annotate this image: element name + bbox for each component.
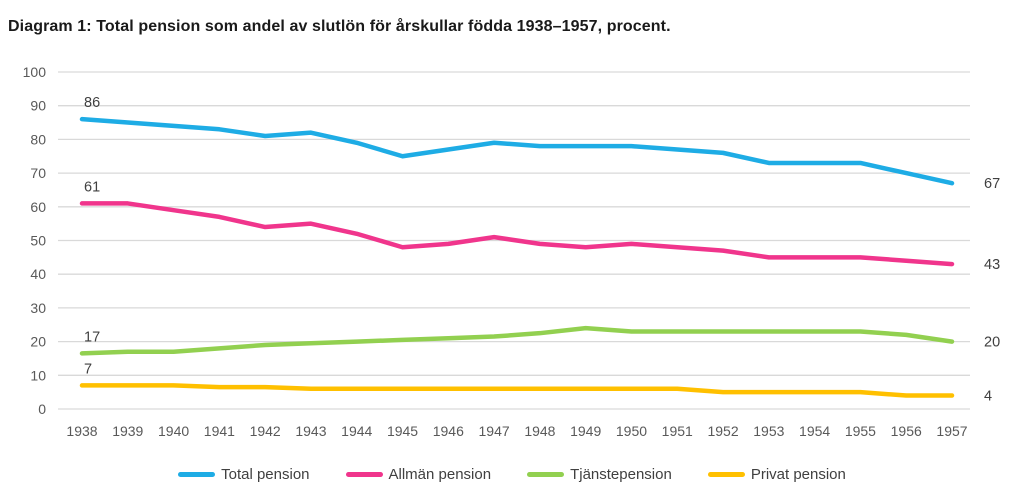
y-axis-tick-label: 90 [30, 98, 46, 114]
y-axis-tick-label: 80 [30, 131, 46, 147]
series-start-label-privat: 7 [84, 361, 92, 377]
legend-label-privat: Privat pension [750, 466, 846, 483]
x-axis-tick-label: 1949 [570, 423, 601, 439]
legend-swatch-total [178, 472, 216, 477]
y-axis-tick-label: 10 [30, 367, 46, 383]
legend-item-tjanste: Tjänstepension [527, 466, 672, 483]
series-start-label-allman: 61 [84, 179, 100, 195]
y-axis-tick-label: 50 [30, 233, 46, 249]
legend-label-allman: Allmän pension [388, 466, 492, 483]
y-axis-tick-label: 20 [30, 334, 46, 350]
series-line-tjanste [79, 325, 955, 356]
legend-label-total: Total pension [221, 466, 310, 483]
x-axis-tick-label: 1951 [662, 423, 693, 439]
series-end-label-tjanste: 20 [984, 335, 1000, 351]
y-axis-tick-label: 40 [30, 266, 46, 282]
legend-item-allman: Allmän pension [345, 466, 492, 483]
y-axis-tick-label: 70 [30, 165, 46, 181]
x-axis-tick-label: 1941 [204, 423, 235, 439]
legend-swatch-tjanste [527, 472, 565, 477]
series-start-label-total: 86 [84, 95, 100, 111]
x-axis-tick-label: 1953 [753, 423, 784, 439]
legend-item-total: Total pension [178, 466, 310, 483]
series-line-allman [79, 201, 955, 267]
x-axis-tick-label: 1947 [479, 423, 510, 439]
x-axis-tick-label: 1942 [250, 423, 281, 439]
series-start-label-tjanste: 17 [84, 329, 100, 345]
series-end-label-privat: 4 [984, 389, 992, 405]
x-axis-tick-label: 1940 [158, 423, 189, 439]
x-axis-tick-label: 1948 [524, 423, 555, 439]
y-axis-tick-label: 60 [30, 199, 46, 215]
series-end-label-total: 67 [984, 176, 1000, 192]
x-axis-tick-label: 1946 [433, 423, 464, 439]
x-axis-tick-label: 1950 [616, 423, 647, 439]
chart-legend: Total pension Allmän pension Tjänstepensio… [0, 466, 1024, 483]
x-axis-tick-label: 1943 [295, 423, 326, 439]
y-axis-tick-label: 0 [38, 401, 46, 417]
x-axis-tick-label: 1938 [66, 423, 97, 439]
series-line-privat [79, 383, 955, 398]
x-axis-tick-label: 1952 [707, 423, 738, 439]
x-axis-tick-label: 1944 [341, 423, 372, 439]
chart-title: Diagram 1: Total pension som andel av sl… [8, 18, 671, 35]
x-axis-tick-label: 1954 [799, 423, 830, 439]
legend-label-tjanste: Tjänstepension [570, 466, 672, 483]
x-axis-tick-label: 1956 [891, 423, 922, 439]
y-axis-tick-label: 100 [23, 64, 47, 80]
series-end-label-allman: 43 [984, 257, 1000, 273]
y-axis-tick-label: 30 [30, 300, 46, 316]
legend-swatch-privat [707, 472, 745, 477]
x-axis-tick-label: 1939 [112, 423, 143, 439]
series-line-total [79, 116, 955, 186]
x-axis-tick-label: 1955 [845, 423, 876, 439]
legend-swatch-allman [345, 472, 383, 477]
legend-item-privat: Privat pension [707, 466, 846, 483]
x-axis-tick-label: 1945 [387, 423, 418, 439]
x-axis-tick-label: 1957 [936, 423, 967, 439]
